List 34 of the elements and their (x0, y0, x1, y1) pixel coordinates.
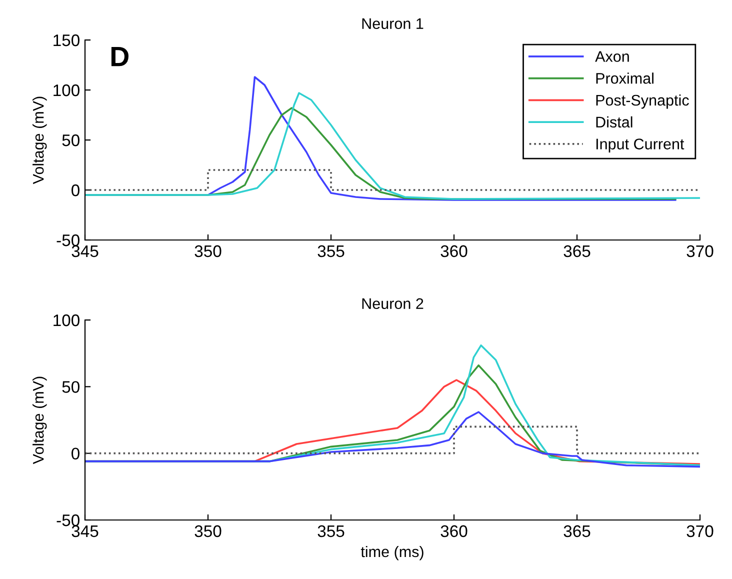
legend-label: Post-Synaptic (596, 94, 689, 109)
x-tick-label: 345 (72, 245, 98, 258)
legend-label: Proximal (596, 72, 654, 84)
legend-label: Distal (596, 116, 632, 128)
x-tick-label: 350 (194, 245, 222, 258)
annotation: D (111, 47, 128, 66)
legend-label: Input Current (596, 138, 684, 152)
y-tick-label: 50 (62, 381, 80, 393)
chart-title: Neuron 2 (362, 298, 424, 310)
line-series (85, 411, 700, 468)
y-tick-label: 100 (54, 314, 80, 326)
y-tick-label: -50 (56, 514, 80, 526)
x-tick-label: 365 (564, 525, 590, 538)
chart-title: Neuron 1 (362, 18, 424, 30)
x-tick-label: 345 (72, 525, 98, 538)
x-tick-label: 360 (440, 245, 468, 258)
x-tick-label: 350 (194, 525, 222, 538)
y-tick-label: 150 (54, 34, 80, 46)
y-axis-title: Voltage (mV) (32, 376, 47, 464)
legend-label: Axon (595, 51, 629, 62)
x-tick-label: 365 (564, 245, 590, 258)
x-tick-label: 370 (686, 525, 714, 538)
x-tick-label: 360 (440, 525, 468, 538)
x-tick-label: 355 (318, 525, 344, 538)
y-tick-label: 0 (72, 184, 80, 196)
y-tick-label: -50 (56, 234, 80, 246)
y-tick-label: 100 (54, 84, 80, 96)
x-axis-title: time (ms) (360, 546, 424, 560)
y-tick-label: 0 (72, 448, 80, 460)
x-tick-label: 355 (318, 245, 344, 258)
y-axis-title: Voltage (mV) (32, 96, 47, 184)
line-series (85, 92, 700, 200)
x-tick-label: 370 (686, 245, 714, 258)
y-tick-label: 50 (62, 134, 80, 146)
